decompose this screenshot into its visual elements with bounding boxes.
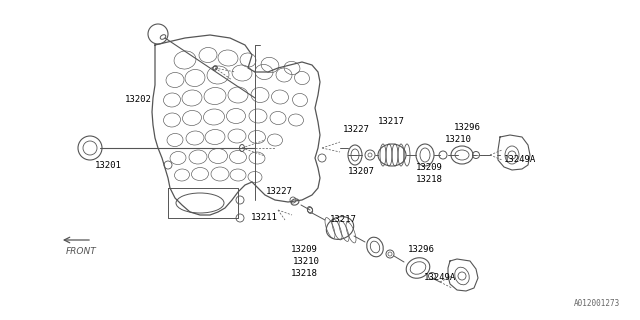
Text: 13249A: 13249A — [424, 274, 456, 283]
Text: 13201: 13201 — [95, 161, 122, 170]
Text: 13211: 13211 — [251, 213, 278, 222]
Text: 13249A: 13249A — [504, 156, 536, 164]
Text: 13227: 13227 — [266, 188, 293, 196]
Text: 13218: 13218 — [416, 175, 443, 185]
Text: 13217: 13217 — [330, 215, 357, 225]
Text: 13202: 13202 — [125, 95, 152, 105]
Text: 13210: 13210 — [445, 135, 472, 145]
Text: 13217: 13217 — [378, 117, 405, 126]
Text: 13296: 13296 — [454, 124, 481, 132]
Text: 13209: 13209 — [416, 164, 443, 172]
Text: 13227: 13227 — [343, 125, 370, 134]
Text: FRONT: FRONT — [66, 247, 97, 257]
Text: 13296: 13296 — [408, 245, 435, 254]
Text: A012001273: A012001273 — [573, 299, 620, 308]
Text: 13218: 13218 — [291, 269, 318, 278]
Text: 13210: 13210 — [293, 258, 320, 267]
Text: 13207: 13207 — [348, 167, 375, 177]
Text: 13209: 13209 — [291, 245, 318, 254]
